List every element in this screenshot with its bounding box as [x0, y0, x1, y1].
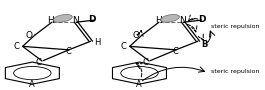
Text: C: C	[36, 58, 41, 67]
Text: A: A	[136, 80, 142, 89]
Text: C: C	[65, 47, 71, 56]
Text: C: C	[173, 47, 178, 56]
Text: O: O	[132, 31, 139, 40]
Text: H: H	[94, 38, 100, 47]
Text: B: B	[201, 40, 207, 49]
Text: C: C	[14, 42, 19, 51]
Text: steric repulsion: steric repulsion	[211, 24, 259, 29]
Ellipse shape	[53, 14, 72, 22]
Text: D: D	[198, 15, 205, 24]
Text: N: N	[72, 16, 79, 25]
Text: N: N	[179, 16, 186, 25]
Text: D: D	[88, 15, 96, 24]
Ellipse shape	[160, 14, 179, 22]
Text: H: H	[155, 16, 162, 25]
Text: A: A	[29, 80, 34, 89]
Text: H: H	[47, 16, 54, 25]
Text: steric repulsion: steric repulsion	[211, 69, 259, 74]
Text: O: O	[25, 31, 32, 40]
Text: C: C	[143, 58, 148, 67]
Text: C: C	[121, 42, 127, 51]
